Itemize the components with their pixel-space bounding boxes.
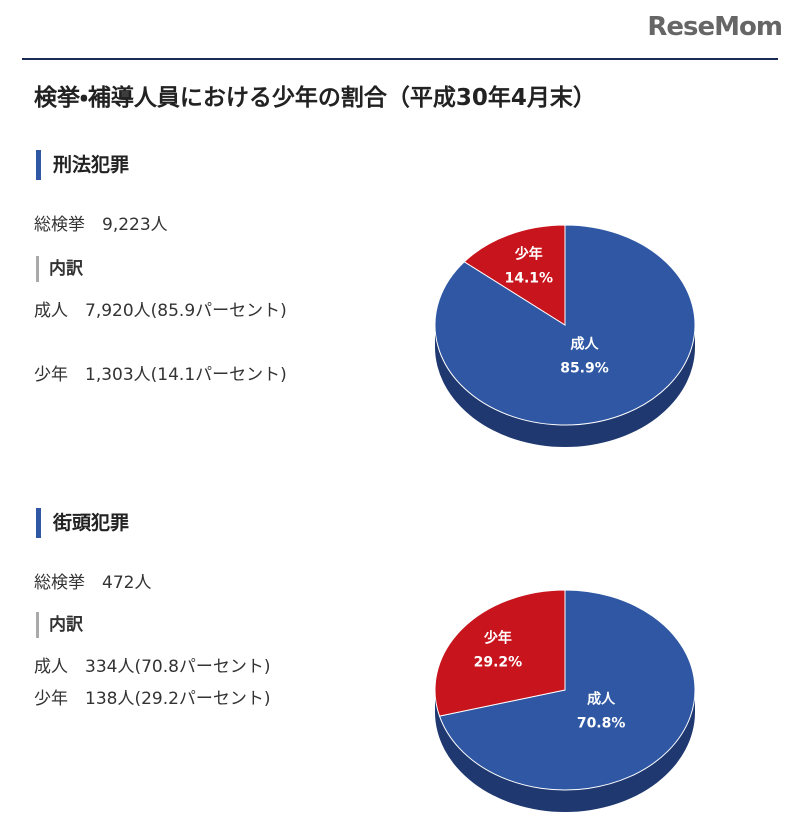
breakdown-line: 成人 7,920人(85.9パーセント) (34, 301, 287, 321)
logo: ReseMom (647, 12, 783, 42)
pie-slice (463, 224, 566, 326)
total: 総検挙 472人 (34, 573, 152, 593)
value-label: 14.1% (504, 270, 553, 286)
pie-chart: 成人 70.8% 少年 29.2% (434, 589, 696, 812)
total: 総検挙 9,223人 (34, 215, 168, 235)
slice-label: 成人 (587, 690, 616, 707)
value-label: 85.9% (560, 361, 609, 377)
section-heading: 街頭犯罪 (36, 508, 129, 538)
section-heading: 刑法犯罪 (36, 150, 129, 180)
pie-slice (438, 589, 696, 791)
breakdown-line: 成人 334人(70.8パーセント) (34, 657, 271, 677)
breakdown-heading: 内訳 (36, 256, 83, 282)
header-rule (22, 58, 778, 60)
pie-chart: 成人 85.9% 少年 14.1% (434, 224, 696, 447)
slice-label: 少年 (484, 629, 512, 646)
value-label: 29.2% (474, 654, 523, 670)
breakdown-heading: 内訳 (36, 612, 83, 638)
value-label: 70.8% (577, 715, 626, 731)
breakdown-line: 少年 138人(29.2パーセント) (34, 689, 271, 709)
slice-label: 少年 (515, 245, 543, 262)
pie-slice (434, 589, 566, 717)
page-title: 検挙・補導人員における少年の割合（平成30年4月末） (34, 85, 596, 111)
slice-label: 成人 (571, 336, 600, 353)
breakdown-line: 少年 1,303人(14.1パーセント) (34, 365, 287, 385)
